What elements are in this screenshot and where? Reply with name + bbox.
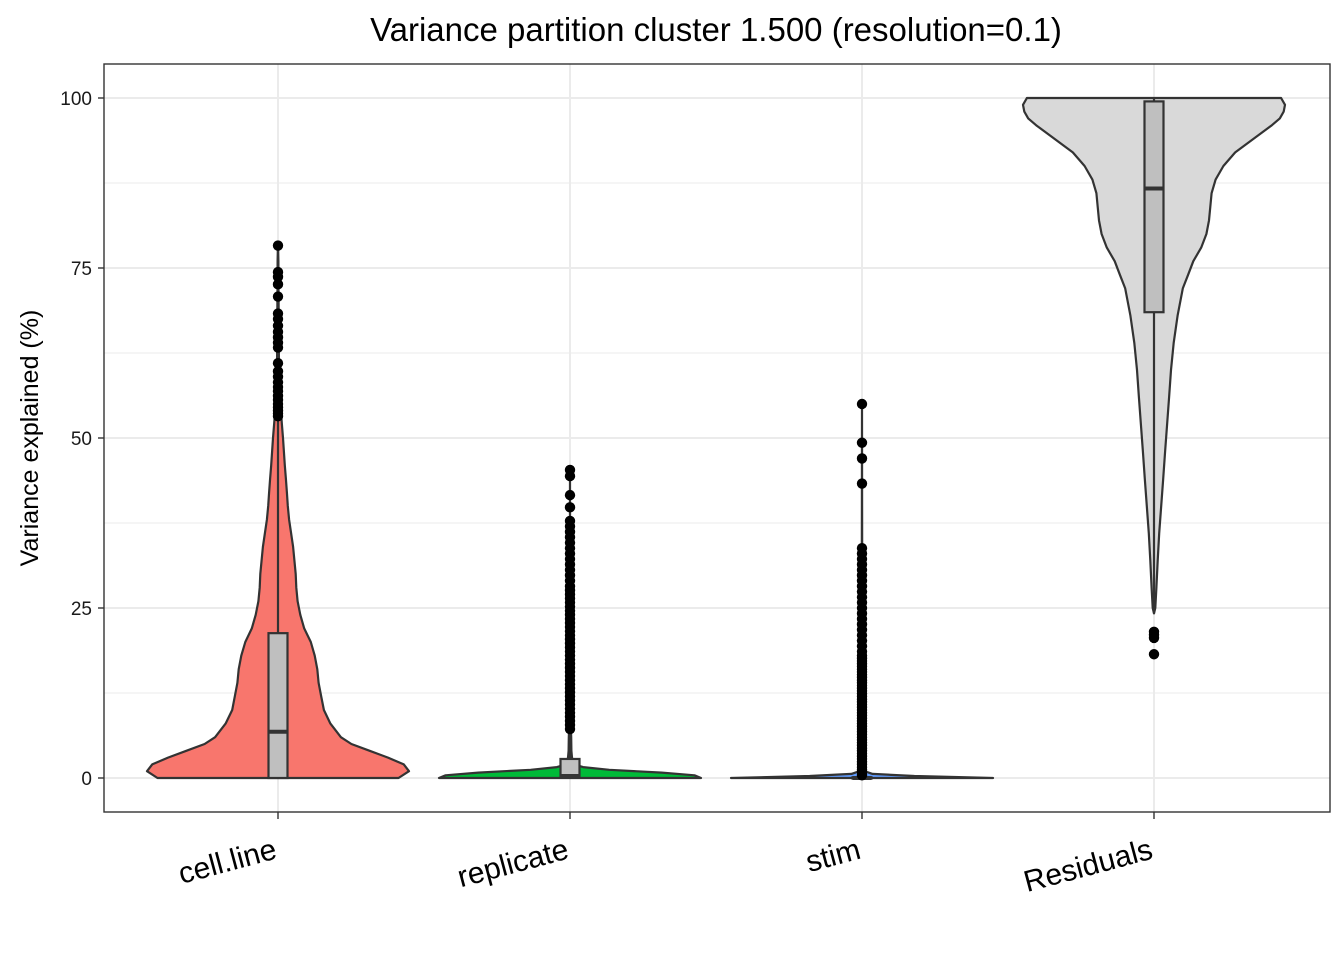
violin-group-stim	[729, 398, 995, 781]
outlier-point	[856, 437, 868, 448]
y-tick-label: 25	[71, 599, 92, 620]
y-tick-label: 100	[60, 89, 92, 110]
outlier-point	[272, 366, 284, 377]
outlier-point	[564, 489, 576, 501]
box-iqr	[267, 632, 289, 780]
outlier-point	[272, 291, 284, 302]
chart-title: Variance partition cluster 1.500 (resolu…	[370, 11, 1062, 48]
outlier-point	[272, 240, 284, 251]
y-tick-label: 0	[81, 769, 92, 790]
outlier-point	[856, 398, 868, 410]
x-tick-label: stim	[802, 833, 864, 879]
x-tick-label: cell.line	[175, 833, 280, 891]
outlier-point	[564, 464, 576, 476]
outlier-point	[856, 453, 868, 464]
y-tick-label: 75	[71, 259, 92, 280]
outlier-point	[272, 308, 284, 319]
outlier-point	[1148, 626, 1160, 637]
outlier-point	[272, 266, 284, 278]
outlier-point	[272, 358, 284, 369]
box-iqr	[1143, 100, 1165, 314]
outlier-point	[1148, 649, 1160, 660]
outlier-point	[856, 478, 868, 489]
outlier-point	[564, 515, 576, 527]
outlier-point	[856, 542, 868, 554]
violin-group-replicate	[437, 464, 703, 780]
y-axis-label: Variance explained (%)	[16, 310, 44, 567]
outlier-point	[272, 279, 284, 290]
outlier-point	[564, 502, 576, 513]
violin-group-residuals	[1021, 96, 1287, 660]
plot-area: 0 25 50 75 100 cell.line replicate stim Residual…	[60, 63, 1331, 899]
x-tick-label: replicate	[454, 833, 572, 894]
y-tick-label: 50	[71, 429, 92, 450]
x-tick-label: Residuals	[1020, 833, 1156, 899]
violin-group-cell-line	[145, 240, 411, 780]
